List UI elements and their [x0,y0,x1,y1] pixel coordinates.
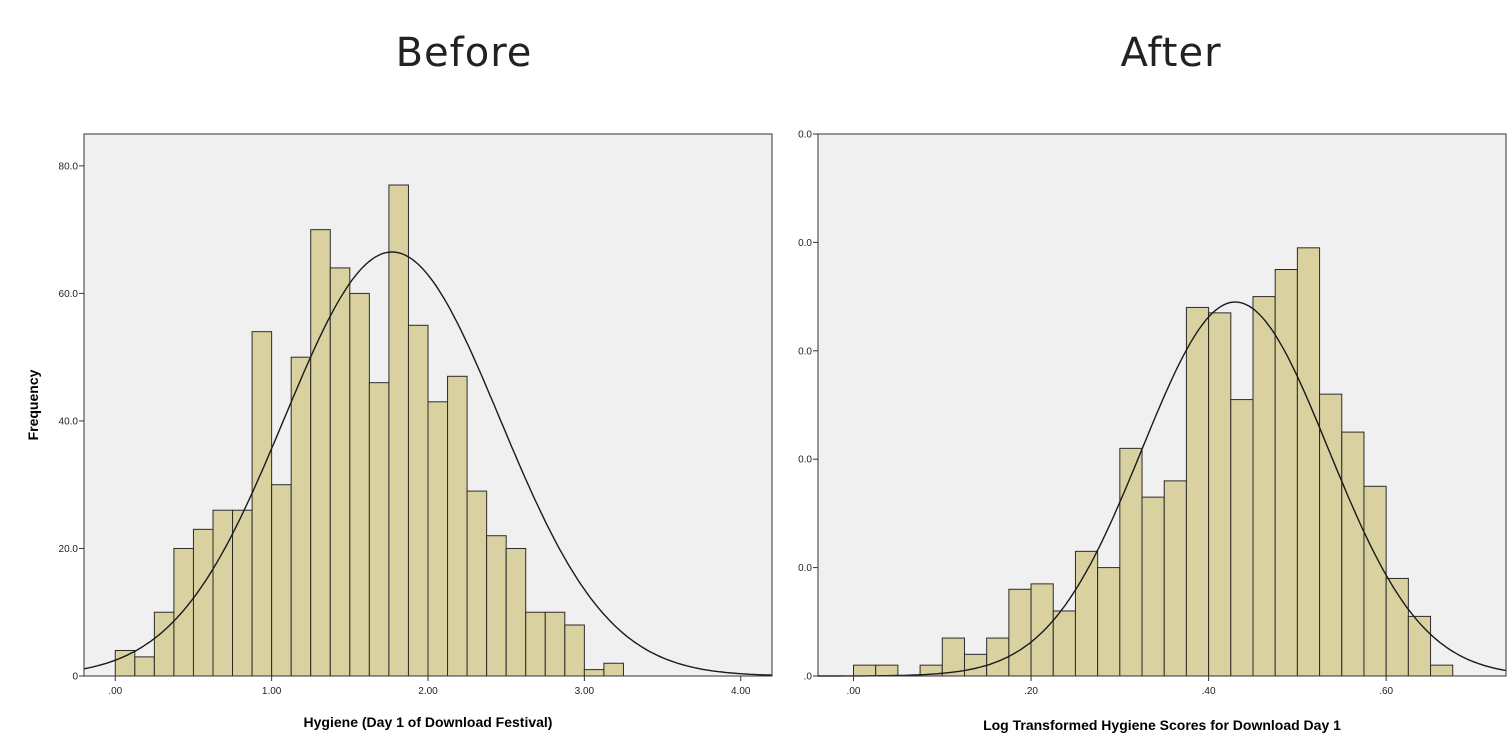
y-tick-label: 0.0 [798,563,812,574]
y-tick-label: 40.0 [59,416,79,427]
histogram-bar [1185,306,1210,677]
chart-title-before: Before [395,30,533,76]
histogram-bar [1430,664,1454,677]
histogram-bar [310,229,331,677]
histogram-bar [212,509,234,677]
histogram-bar [1274,269,1298,677]
histogram-bar [1296,247,1321,677]
histogram-bar [853,664,877,677]
histogram-bar [349,292,370,677]
normal-curve [818,301,1507,677]
histogram-bar [192,528,214,677]
histogram-bar [1363,485,1387,677]
histogram-bar [986,637,1010,677]
histogram-bar [505,547,527,677]
histogram-bar [1230,399,1254,677]
histogram-bar [1030,583,1054,677]
histogram-bar [466,490,488,677]
x-tick-label: 1.00 [262,686,282,697]
histogram-bar [407,324,429,677]
x-tick-label: .00 [847,686,861,697]
histogram-bar [1163,480,1187,677]
histogram-bar [1141,496,1165,677]
y-tick-label: 80.0 [59,161,79,172]
histogram-bar [271,484,292,677]
x-tick-label: .00 [108,686,122,697]
x-tick-label: .20 [1024,686,1038,697]
y-axis-title: Frequency [25,369,41,440]
x-tick-label: .60 [1379,686,1393,697]
x-axis-title: Log Transformed Hygiene Scores for Downl… [983,717,1341,733]
normal-curve [83,251,773,676]
plot-frame-1 [817,133,1507,677]
x-axis-title: Hygiene (Day 1 of Download Festival) [304,714,553,730]
histogram-bar [329,267,351,677]
histogram-bar [875,664,899,677]
histogram-bar [427,401,449,677]
histogram-bar [173,547,194,677]
histogram-bar [232,509,253,677]
histogram-bar [1119,447,1143,677]
histogram-bar [290,356,312,677]
histogram-bar [114,649,136,677]
histogram-bar [1008,588,1032,677]
histogram-bar [1097,567,1121,677]
histogram-bar [1052,610,1076,677]
x-tick-label: 3.00 [575,686,595,697]
histogram-bar [1208,312,1232,677]
y-tick-label: 0.0 [798,455,812,466]
histogram-bar [251,331,273,677]
histogram-bar [1407,615,1432,677]
y-tick-label: 60.0 [59,289,79,300]
y-tick-label: .0 [804,672,813,683]
y-tick-label: 0.0 [798,130,812,141]
histogram-bar [388,184,409,677]
histogram-bar [963,653,988,677]
histogram-bar [134,656,155,677]
chart-title-after: After [1120,30,1222,76]
histogram-bar [486,535,507,677]
y-tick-label: 0.0 [798,238,812,249]
histogram-bar [603,662,624,677]
x-tick-label: 4.00 [731,686,751,697]
histogram-bar [153,611,175,677]
histogram-bar [447,375,468,677]
x-tick-label: .40 [1202,686,1216,697]
histogram-bar [1341,431,1365,677]
y-tick-label: 20.0 [59,544,79,555]
histogram-bar [525,611,546,677]
x-tick-label: 2.00 [418,686,438,697]
histogram-bar [544,611,566,677]
histogram-bar [368,382,390,677]
histogram-bar [564,624,585,677]
y-tick-label: 0 [72,672,78,683]
histogram-bar [1252,296,1276,677]
y-tick-label: 0.0 [798,346,812,357]
histogram-bar [583,669,605,677]
